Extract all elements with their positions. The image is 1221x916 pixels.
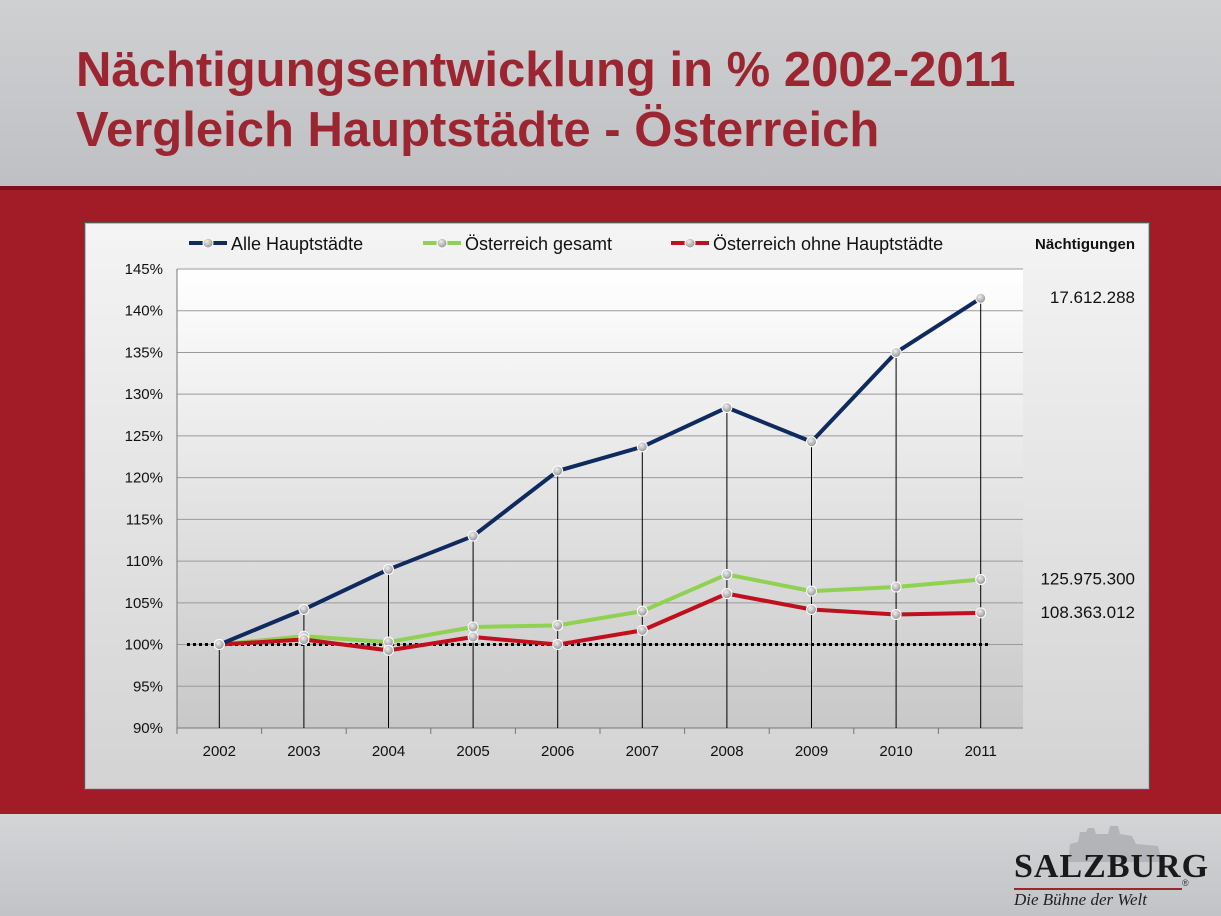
legend-label: Alle Hauptstädte [231, 234, 363, 254]
legend-label: Österreich ohne Hauptstädte [713, 234, 943, 254]
data-point [890, 581, 902, 593]
legend-label: Österreich gesamt [465, 234, 612, 254]
side-value-label: 125.975.300 [1040, 569, 1135, 588]
data-point [721, 402, 733, 414]
data-point [636, 624, 648, 636]
header-band [0, 0, 1221, 186]
y-tick-label: 135% [125, 344, 163, 361]
data-point [975, 292, 987, 304]
data-point [721, 568, 733, 580]
x-tick-label: 2002 [203, 743, 236, 760]
data-point [806, 436, 817, 448]
data-point [213, 639, 225, 651]
page-title: Nächtigungsentwicklung in % 2002-2011 Ve… [76, 40, 1015, 160]
title-line-2: Vergleich Hauptstädte - Österreich [76, 103, 880, 157]
x-tick-label: 2009 [795, 743, 828, 760]
x-tick-label: 2004 [372, 743, 405, 760]
series-line-2 [219, 591, 981, 653]
data-point [806, 585, 817, 597]
salzburg-logo: SALZBURG ® Die Bühne der Welt [1008, 822, 1208, 912]
data-point [721, 588, 733, 600]
data-point [383, 563, 394, 575]
y-tick-label: 120% [125, 470, 163, 487]
data-point [552, 465, 564, 477]
x-tick-label: 2011 [965, 743, 997, 760]
chart-panel: 90% 95% 100% 105% 110% 115% 120% 125% 130% 135% 14… [84, 222, 1150, 790]
data-point [890, 609, 902, 621]
data-point [975, 573, 987, 585]
footer-band [0, 814, 1221, 916]
data-point [552, 639, 564, 651]
data-point [975, 607, 987, 619]
data-point [383, 644, 394, 656]
x-tick-label: 2006 [541, 743, 574, 760]
y-tick-label: 145% [125, 261, 163, 278]
x-tick-label: 2007 [626, 743, 659, 760]
data-point [636, 441, 648, 453]
y-tick-label: 110% [126, 553, 163, 570]
x-tick-label: 2010 [879, 743, 912, 760]
data-point [806, 603, 817, 615]
legend-swatch-marker [202, 237, 214, 249]
logo-registered: ® [1182, 878, 1189, 888]
y-tick-label: 130% [125, 386, 163, 403]
y-tick-label: 140% [125, 303, 163, 320]
x-tick-label: 2008 [710, 743, 743, 760]
data-point [298, 634, 310, 646]
x-tick-label: 2003 [287, 743, 320, 760]
logo-underline [1014, 888, 1182, 890]
series-line-0 [218, 296, 982, 647]
legend-swatch-marker [436, 237, 448, 249]
y-tick-label: 125% [125, 428, 163, 445]
data-point [552, 619, 564, 631]
data-point [298, 603, 310, 615]
y-tick-label: 95% [133, 678, 163, 695]
series-line-1 [219, 572, 981, 647]
data-point [890, 346, 902, 358]
logo-tagline: Die Bühne der Welt [1014, 890, 1147, 909]
x-tick-label: 2005 [456, 743, 489, 760]
side-value-label: 17.612.288 [1050, 288, 1135, 307]
side-header: Nächtigungen [1035, 236, 1135, 253]
castle-silhouette-icon [1068, 826, 1162, 862]
logo-wordmark: SALZBURG [1014, 848, 1210, 885]
data-point [636, 605, 648, 617]
line-chart: 90% 95% 100% 105% 110% 115% 120% 125% 130% 135% 14… [125, 234, 1135, 760]
title-line-1: Nächtigungsentwicklung in % 2002-2011 [76, 43, 1016, 97]
y-tick-label: 115% [126, 511, 163, 528]
y-tick-label: 90% [133, 720, 163, 737]
legend-swatch-marker [684, 237, 696, 249]
y-tick-label: 105% [125, 595, 163, 612]
data-point [467, 621, 479, 633]
y-tick-label: 100% [125, 637, 163, 654]
plot-area [177, 269, 1023, 728]
side-value-label: 108.363.012 [1040, 603, 1135, 622]
data-point [467, 631, 479, 643]
data-point [467, 530, 479, 542]
